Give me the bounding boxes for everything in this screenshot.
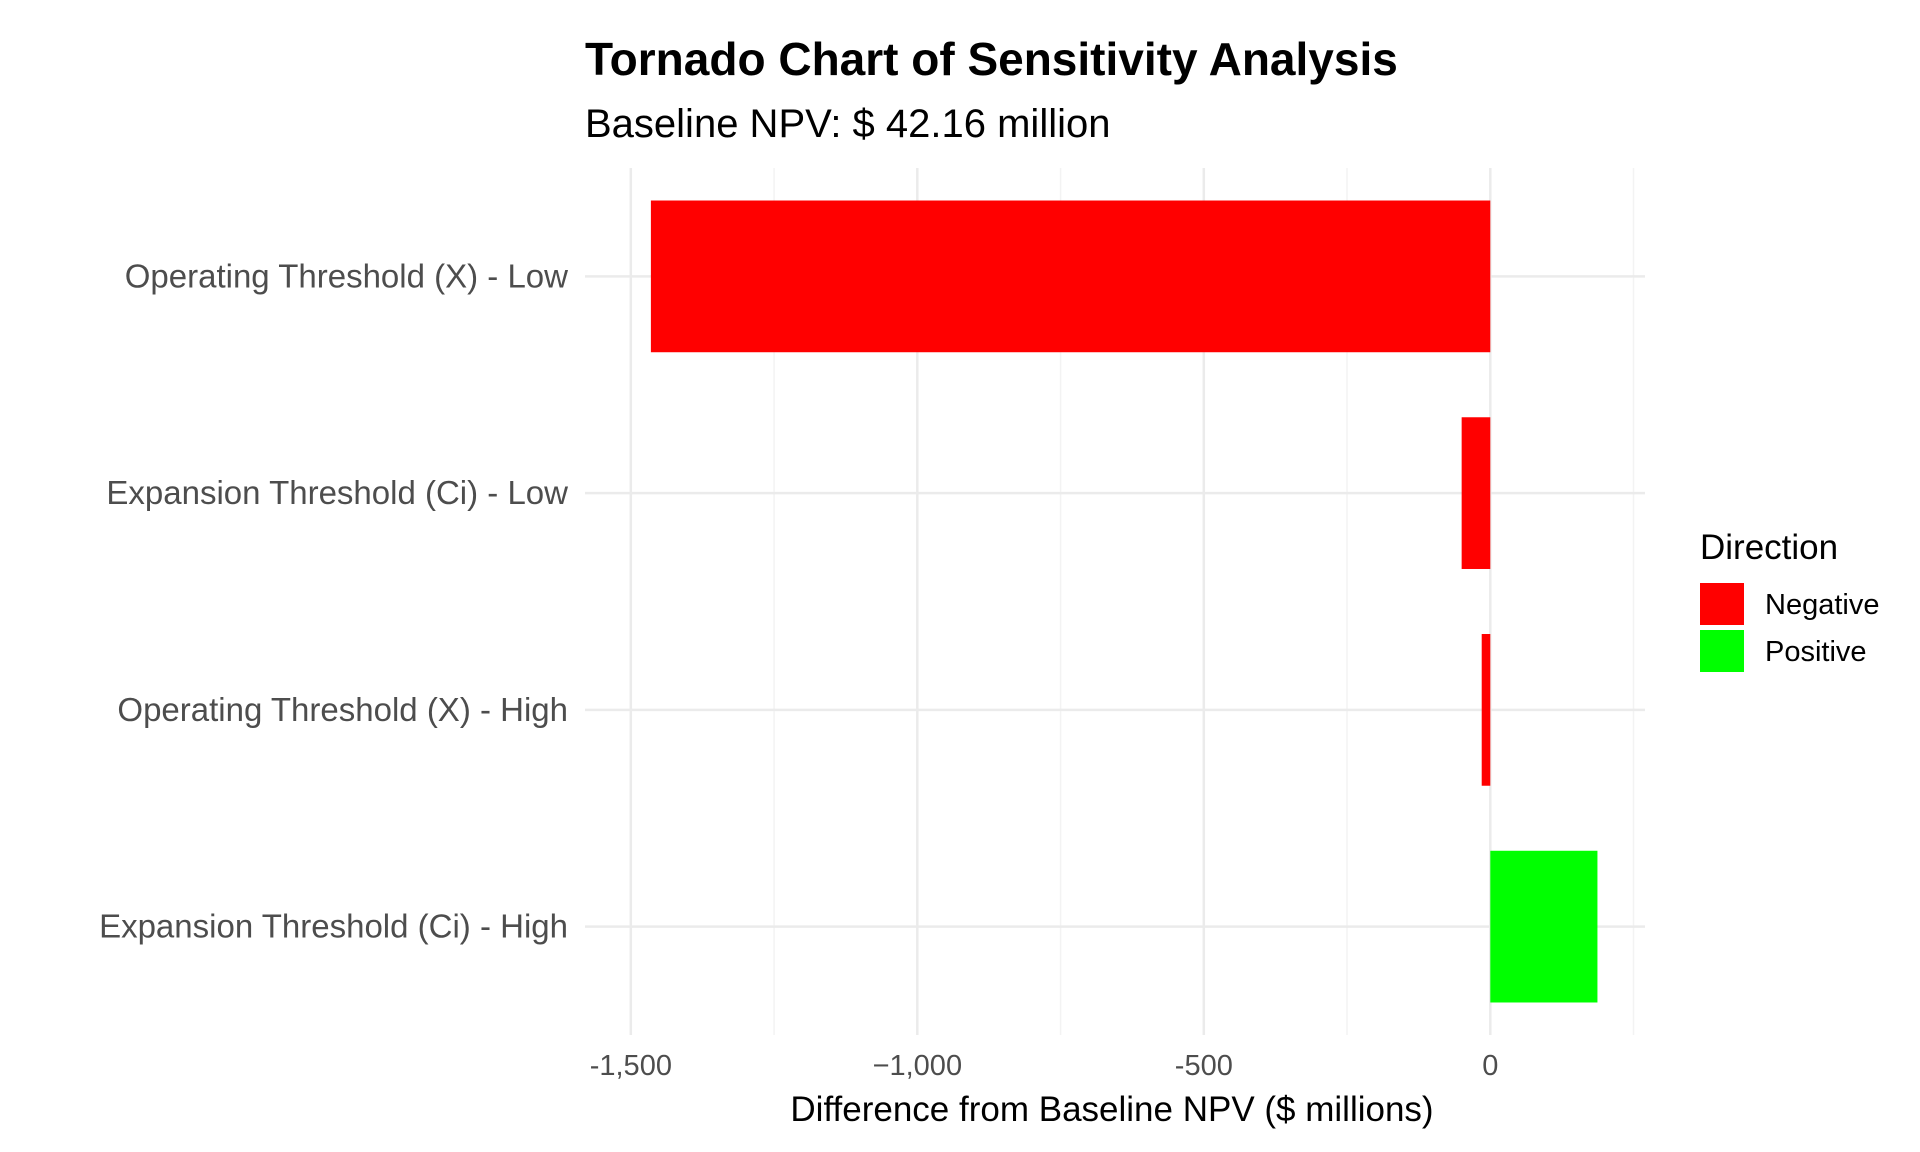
bar-negative — [650, 200, 1491, 353]
category-label: Expansion Threshold (Ci) - Low — [106, 474, 568, 511]
category-labels: Operating Threshold (X) - Low Expansion T… — [99, 257, 568, 944]
bar-negative — [1481, 634, 1491, 786]
chart-subtitle: Baseline NPV: $ 42.16 million — [585, 102, 1110, 146]
x-axis-title: Difference from Baseline NPV ($ millions… — [790, 1090, 1433, 1129]
legend: Direction Negative Positive — [1700, 528, 1879, 672]
legend-swatch-negative — [1700, 583, 1744, 625]
legend-entries: Negative Positive — [1700, 583, 1879, 672]
chart-title: Tornado Chart of Sensitivity Analysis — [585, 33, 1398, 85]
legend-label-positive: Positive — [1765, 636, 1867, 668]
category-label: Operating Threshold (X) - Low — [125, 257, 568, 294]
legend-swatch-positive — [1700, 630, 1744, 672]
x-tick-label: -1,500 — [590, 1050, 672, 1082]
bars — [650, 200, 1598, 1003]
legend-label-negative: Negative — [1765, 589, 1879, 621]
category-label: Expansion Threshold (Ci) - High — [99, 908, 568, 945]
x-tick-label: -500 — [1175, 1050, 1233, 1082]
x-tick-labels: -1,500 −1,000 -500 0 — [590, 1050, 1499, 1082]
x-tick-label: −1,000 — [873, 1050, 963, 1082]
bar-negative — [1461, 417, 1491, 569]
x-tick-label: 0 — [1482, 1050, 1498, 1082]
bar-positive — [1490, 850, 1598, 1003]
legend-title: Direction — [1700, 528, 1838, 567]
plot-panel — [585, 168, 1645, 1035]
category-label: Operating Threshold (X) - High — [117, 691, 568, 728]
